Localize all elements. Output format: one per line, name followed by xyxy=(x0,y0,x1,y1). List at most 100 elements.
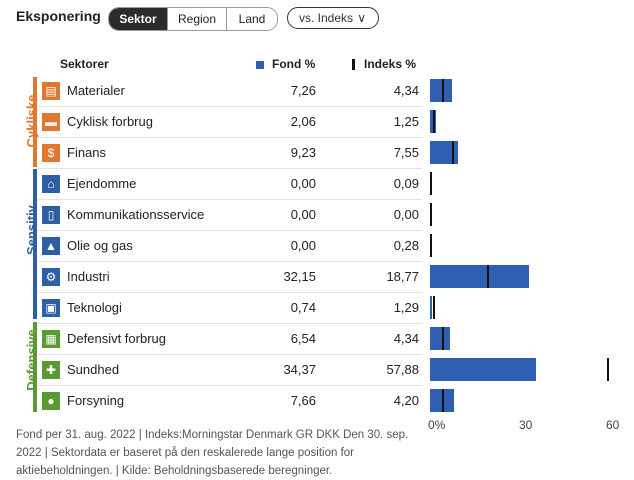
house-icon: ⌂ xyxy=(42,175,60,193)
phone-icon: ▯ xyxy=(42,206,60,224)
sector-name: Ejendomme xyxy=(67,176,137,191)
fund-bar xyxy=(430,358,536,381)
fund-percent: 32,15 xyxy=(283,269,316,284)
axis-tick-30: 30 xyxy=(519,418,533,432)
exposure-bar-chart xyxy=(430,77,620,413)
sector-name: Olie og gas xyxy=(67,238,133,253)
fund-bar xyxy=(430,296,433,319)
bulb-icon: ● xyxy=(42,392,60,410)
flame-icon: ▲ xyxy=(42,237,60,255)
fund-bar xyxy=(430,265,530,288)
fund-bar xyxy=(430,327,451,350)
compare-index-label: vs. Indeks xyxy=(299,11,354,25)
exposure-tab-group: Sektor Region Land xyxy=(108,7,278,31)
column-header-index: Indeks % xyxy=(364,57,417,71)
fund-percent: 0,00 xyxy=(290,207,316,222)
sector-row: $ Finans 9,23 7,55 xyxy=(38,139,458,167)
tab-sektor[interactable]: Sektor xyxy=(109,8,168,30)
index-percent: 0,00 xyxy=(393,207,419,222)
index-marker xyxy=(442,327,445,350)
row-divider xyxy=(38,261,422,262)
row-divider xyxy=(38,137,422,138)
group-bar-cyclical xyxy=(33,77,37,167)
sector-name: Materialer xyxy=(67,83,125,98)
index-marker xyxy=(442,79,445,102)
cart-icon: ▦ xyxy=(42,330,60,348)
sector-row: ● Forsyning 7,66 4,20 xyxy=(38,387,458,415)
fund-percent: 0,74 xyxy=(290,300,316,315)
car-icon: ▬ xyxy=(42,113,60,131)
tab-region[interactable]: Region xyxy=(168,8,227,30)
index-percent: 4,20 xyxy=(393,393,419,408)
index-percent: 1,25 xyxy=(393,114,419,129)
fund-percent: 6,54 xyxy=(290,331,316,346)
sector-name: Cyklisk forbrug xyxy=(67,114,153,129)
index-marker xyxy=(607,358,610,381)
row-divider xyxy=(38,230,422,231)
fund-bar xyxy=(430,141,459,164)
row-divider xyxy=(38,199,422,200)
index-percent: 4,34 xyxy=(393,331,419,346)
index-marker xyxy=(452,141,455,164)
fund-percent: 0,00 xyxy=(290,238,316,253)
sector-name: Forsyning xyxy=(67,393,125,408)
index-percent: 0,28 xyxy=(393,238,419,253)
index-percent: 57,88 xyxy=(386,362,419,377)
fund-percent: 9,23 xyxy=(290,145,316,160)
sector-row: ▲ Olie og gas 0,00 0,28 xyxy=(38,232,458,260)
index-legend-marker xyxy=(352,59,355,70)
column-header-sector: Sektorer xyxy=(60,57,109,71)
fund-percent: 7,26 xyxy=(290,83,316,98)
index-percent: 18,77 xyxy=(386,269,419,284)
finance-icon: $ xyxy=(42,144,60,162)
fund-percent: 0,00 xyxy=(290,176,316,191)
exposure-title: Eksponering xyxy=(16,8,101,24)
sector-row: ⌂ Ejendomme 0,00 0,09 xyxy=(38,170,458,198)
sector-name: Kommunikationsservice xyxy=(67,207,205,222)
index-marker xyxy=(432,110,435,133)
row-divider xyxy=(38,168,422,169)
sector-row: ▣ Teknologi 0,74 1,29 xyxy=(38,294,458,322)
group-bar-defensive xyxy=(33,322,37,412)
row-divider xyxy=(38,292,422,293)
tab-land[interactable]: Land xyxy=(238,12,266,26)
sector-row: ▤ Materialer 7,26 4,34 xyxy=(38,77,458,105)
fund-percent: 7,66 xyxy=(290,393,316,408)
fund-bar xyxy=(430,79,453,102)
health-cross-icon: ✚ xyxy=(42,361,60,379)
sector-row: ▦ Defensivt forbrug 6,54 4,34 xyxy=(38,325,458,353)
sector-name: Sundhed xyxy=(67,362,120,377)
index-percent: 0,09 xyxy=(393,176,419,191)
row-divider xyxy=(38,106,422,107)
row-divider xyxy=(38,354,422,355)
axis-tick-60: 60 xyxy=(606,418,620,432)
index-marker xyxy=(486,265,489,288)
fund-percent: 2,06 xyxy=(290,114,316,129)
fund-percent: 34,37 xyxy=(283,362,316,377)
footnote: Fond per 31. aug. 2022 | Indeks:Mornings… xyxy=(16,429,409,477)
axis-tick-0: 0% xyxy=(428,418,446,432)
fund-legend-swatch xyxy=(256,61,264,69)
row-divider xyxy=(38,323,422,324)
column-header-fund: Fond % xyxy=(272,57,316,71)
computer-icon: ▣ xyxy=(42,299,60,317)
index-percent: 7,55 xyxy=(393,145,419,160)
sector-name: Finans xyxy=(67,145,107,160)
index-marker xyxy=(430,172,432,195)
gear-icon: ⚙ xyxy=(42,268,60,286)
index-percent: 4,34 xyxy=(393,83,419,98)
fund-bar xyxy=(430,389,454,412)
compare-index-dropdown[interactable]: vs. Indeks ∨ xyxy=(287,7,379,29)
index-marker xyxy=(441,389,444,412)
sector-name: Teknologi xyxy=(67,300,122,315)
row-divider xyxy=(38,385,422,386)
sector-row: ⚙ Industri 32,15 18,77 xyxy=(38,263,458,291)
index-percent: 1,29 xyxy=(393,300,419,315)
sector-name: Defensivt forbrug xyxy=(67,331,166,346)
index-marker xyxy=(430,203,432,226)
group-bar-sensitive xyxy=(33,169,37,319)
sector-row: ✚ Sundhed 34,37 57,88 xyxy=(38,356,458,384)
index-marker xyxy=(432,296,435,319)
index-marker xyxy=(430,234,432,257)
sector-name: Industri xyxy=(67,269,110,284)
